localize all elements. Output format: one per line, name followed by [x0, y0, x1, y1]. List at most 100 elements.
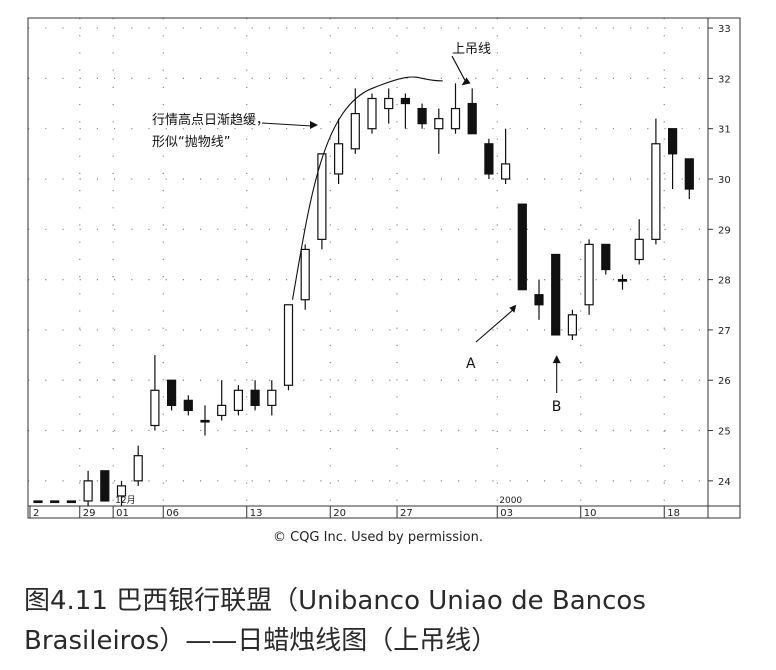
- price-axis: 24 25 26 27 28 29 30 31 32 33: [708, 24, 731, 488]
- candle-body-white: [133, 455, 143, 482]
- candle: [634, 219, 644, 265]
- candle: [467, 88, 477, 135]
- candle: [116, 480, 127, 506]
- chart-frame: [27, 17, 741, 519]
- candle: [66, 500, 77, 504]
- candle-body-black: [33, 500, 43, 504]
- point-b-label: B: [552, 399, 562, 415]
- candle: [584, 239, 594, 315]
- arrow-line: [261, 122, 313, 127]
- parabola-label-line: 行情高点日渐趋缓，: [152, 112, 269, 128]
- chart-border: [27, 17, 741, 519]
- candle-body-black: [467, 102, 477, 135]
- candle: [434, 108, 444, 154]
- candle-body-white: [501, 163, 511, 180]
- candle: [551, 253, 561, 336]
- candle: [250, 380, 260, 411]
- candle: [367, 93, 377, 134]
- candle-body-white: [334, 143, 344, 175]
- candlestick-chart: 24 25 26 27 28 29 30 31 32 33 2 29 01 06 13 20 27 03 10 18…: [27, 17, 741, 545]
- price-tick-label: 29: [718, 225, 731, 236]
- candle: [601, 243, 611, 275]
- parabola-curve: [291, 76, 443, 300]
- date-tick-label: 18: [667, 508, 680, 519]
- candle-body-white: [267, 389, 277, 406]
- candle-body-black: [617, 279, 628, 282]
- candle-body-black: [667, 128, 678, 155]
- candle: [651, 118, 661, 245]
- candle: [534, 279, 544, 320]
- date-tick-label: 2: [33, 508, 39, 519]
- candle: [400, 93, 410, 129]
- candle-body-black: [66, 500, 77, 504]
- arrow-line: [451, 55, 467, 82]
- price-tick-label: 27: [718, 326, 731, 337]
- candle: [517, 203, 527, 291]
- arrow-head: [461, 77, 471, 86]
- candle: [150, 355, 160, 431]
- price-tick-label: 33: [718, 24, 731, 35]
- candle-body-black: [183, 399, 193, 412]
- candle-body-white: [350, 112, 360, 150]
- candle-body-white: [233, 389, 243, 412]
- candle-body-black: [601, 243, 611, 271]
- candle: [501, 128, 511, 185]
- candle: [300, 244, 310, 310]
- candle-body-black: [400, 97, 410, 105]
- date-tick-label: 01: [116, 508, 129, 519]
- candle: [100, 470, 110, 502]
- candle-body-black: [417, 107, 427, 125]
- candle: [384, 88, 394, 124]
- candle: [617, 274, 628, 290]
- candle: [50, 500, 60, 504]
- candle-body-white: [116, 485, 127, 497]
- date-tick-label: 10: [584, 508, 597, 519]
- candle-body-black: [100, 470, 110, 502]
- hanging-man-label: 上吊线: [452, 42, 491, 57]
- candle-body-white: [384, 97, 394, 110]
- candle-body-white: [300, 248, 310, 301]
- date-tick-label: 13: [250, 508, 263, 519]
- candle: [484, 138, 494, 179]
- parabola-label-line: 形似“抛物线”: [152, 135, 230, 150]
- point-a-annotation: A: [466, 304, 517, 372]
- candle-body-white: [83, 480, 93, 502]
- period-label: 12月: [115, 495, 135, 506]
- candle: [283, 304, 294, 391]
- candle: [233, 385, 243, 416]
- candle-body-white: [217, 404, 227, 417]
- price-tick-label: 32: [718, 74, 731, 85]
- candle: [417, 103, 427, 129]
- hanging-man-annotation: 上吊线: [451, 42, 491, 86]
- candle-body-white: [450, 107, 461, 130]
- candles: [33, 83, 694, 506]
- price-tick-label: 26: [718, 376, 731, 387]
- candle: [334, 118, 344, 185]
- candle: [133, 445, 143, 486]
- candle: [183, 395, 193, 416]
- candle: [684, 158, 694, 200]
- candle-body-white: [584, 243, 594, 306]
- candle-body-black: [517, 203, 527, 291]
- point-b-annotation: B: [552, 355, 562, 415]
- candle: [200, 405, 210, 436]
- price-tick-label: 28: [718, 276, 731, 287]
- credit-text: © CQG Inc. Used by permission.: [273, 530, 483, 545]
- candle: [33, 500, 43, 504]
- candle-body-white: [317, 153, 327, 240]
- candle-body-white: [283, 304, 294, 386]
- point-a-label: A: [466, 356, 476, 372]
- price-tick-label: 30: [718, 175, 731, 186]
- candle-body-white: [634, 238, 644, 261]
- candle: [267, 380, 277, 416]
- arrow-head: [509, 304, 517, 313]
- candle: [167, 379, 177, 411]
- candle: [667, 128, 678, 190]
- arrow-head: [552, 355, 561, 364]
- candle-body-white: [651, 143, 661, 240]
- candle-body-white: [567, 314, 578, 336]
- figure-caption-line-2: Brasileiros）——日蜡烛线图（上吊线）: [24, 626, 498, 656]
- candle-body-white: [367, 97, 377, 130]
- price-tick-label: 25: [718, 427, 731, 438]
- date-tick-label: 20: [333, 508, 346, 519]
